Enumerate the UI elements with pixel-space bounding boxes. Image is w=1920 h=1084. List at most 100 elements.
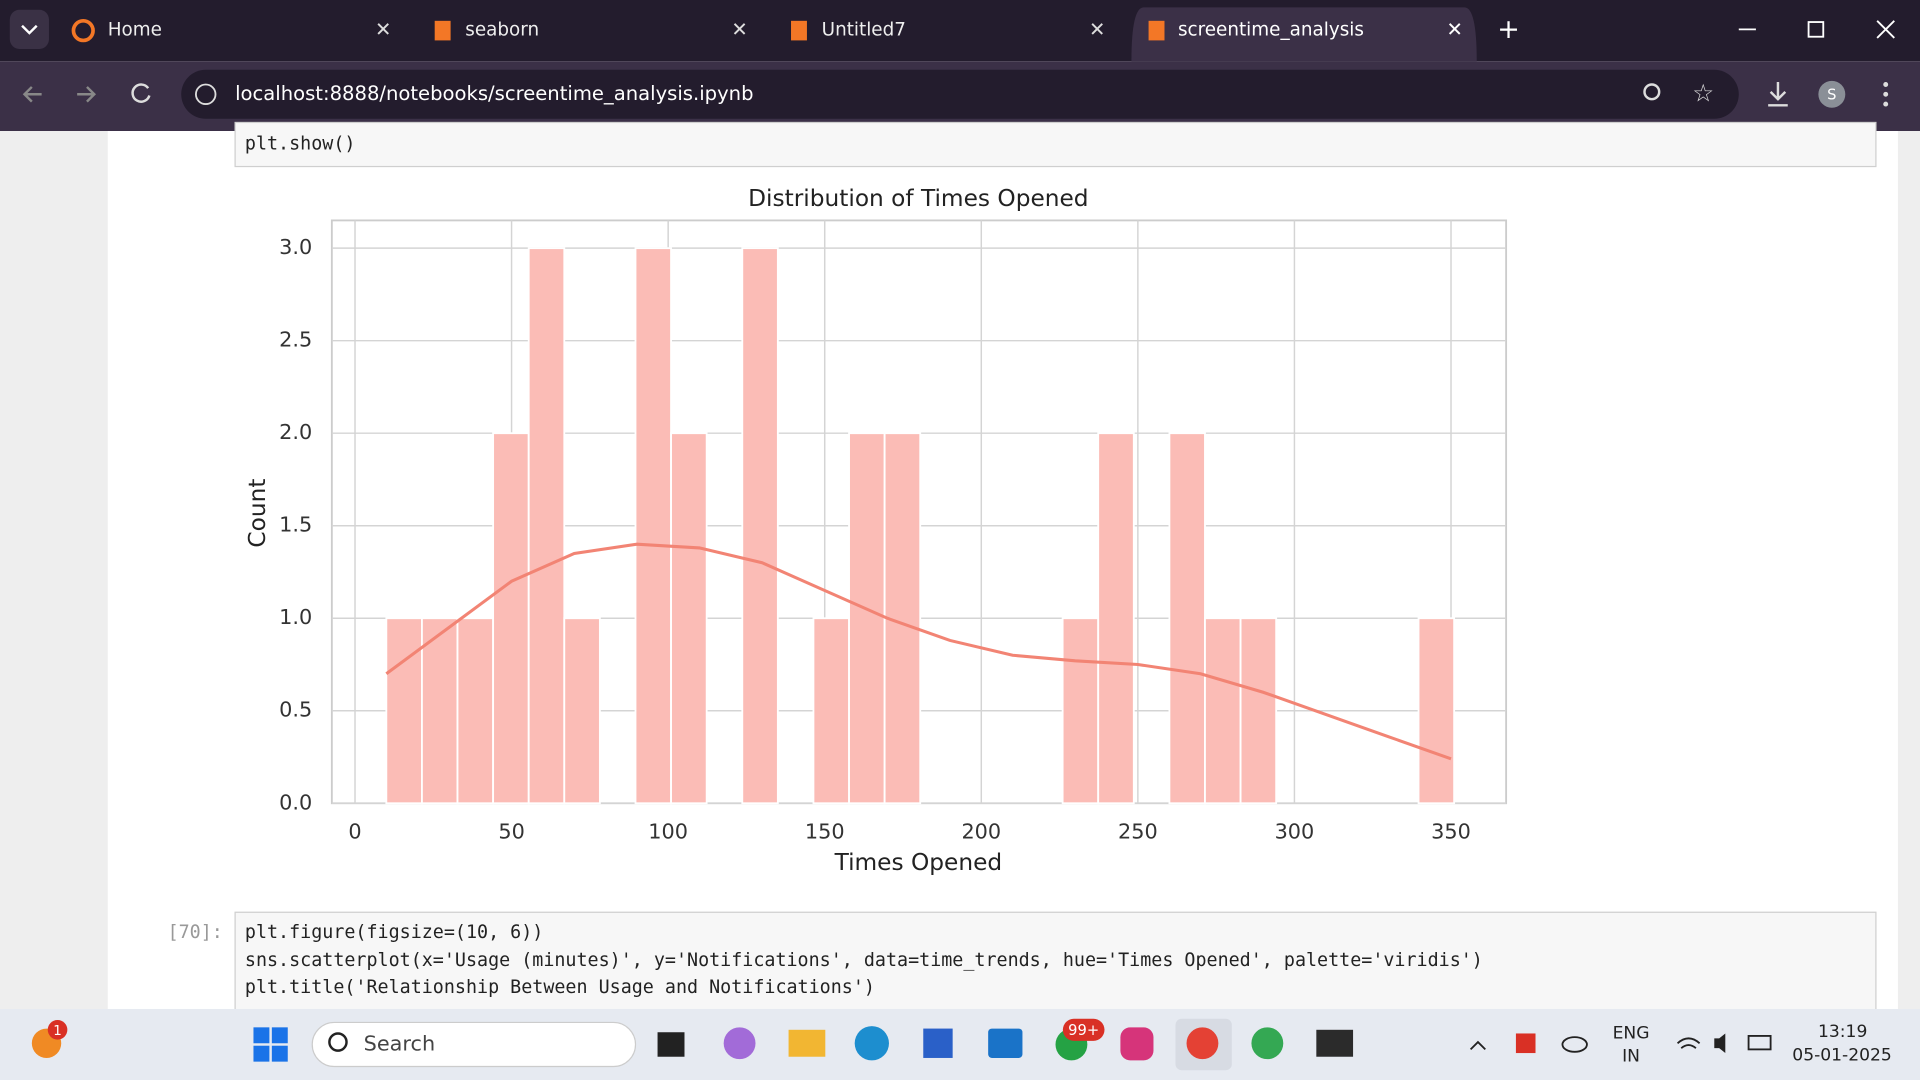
badge: [47, 1020, 68, 1040]
zoom[interactable]: [1643, 83, 1661, 101]
y-tick-label: 1.0: [279, 605, 312, 629]
icon: [791, 20, 807, 41]
forward[interactable]: [77, 86, 97, 103]
bar: [1417, 617, 1456, 805]
active-tab[interactable]: [1131, 7, 1477, 62]
code-cell[interactable]: [234, 121, 1877, 168]
bar: [1204, 617, 1242, 805]
tab-close[interactable]: ✕: [1446, 18, 1462, 41]
tray-icon[interactable]: [1561, 1036, 1588, 1053]
address-bar[interactable]: [181, 69, 1739, 119]
menu[interactable]: [1883, 82, 1889, 107]
x-tick-label: 250: [1118, 820, 1158, 844]
app-icon[interactable]: [1120, 1027, 1154, 1061]
language-region[interactable]: IN: [1622, 1047, 1640, 1067]
start-button[interactable]: [253, 1027, 288, 1062]
bar: [1061, 617, 1100, 805]
tray-expand[interactable]: [1469, 1040, 1486, 1051]
icon: [1148, 20, 1165, 41]
code-line: plt.title('Relationship Between Usage an…: [245, 977, 875, 998]
chart-title: Distribution of Times Opened: [748, 185, 1088, 212]
profile-initial: S: [1827, 87, 1836, 104]
app-icon[interactable]: [788, 1029, 826, 1057]
bar: [634, 247, 672, 805]
tab-strip: [0, 0, 1920, 62]
y-tick-label: 0.5: [279, 698, 312, 722]
language[interactable]: ENG: [1613, 1023, 1650, 1043]
back[interactable]: [22, 86, 42, 103]
url[interactable]: localhost:8888/notebooks/screentime_anal…: [235, 82, 753, 105]
downloads[interactable]: [1768, 82, 1788, 107]
battery[interactable]: [1747, 1035, 1772, 1051]
clock-date[interactable]: 05-01-2025: [1792, 1046, 1892, 1066]
tab-close[interactable]: ✕: [1089, 18, 1105, 41]
clock-time[interactable]: 13:19: [1818, 1022, 1867, 1042]
app-icon[interactable]: [1251, 1027, 1284, 1060]
tab-title[interactable]: screentime_analysis: [1178, 20, 1364, 41]
bar: [563, 617, 601, 805]
tab-close[interactable]: ✕: [731, 18, 747, 41]
x-tick-label: 300: [1275, 820, 1315, 844]
wifi[interactable]: [1676, 1037, 1701, 1049]
app-icon[interactable]: [1316, 1029, 1354, 1057]
tray-icon[interactable]: [1515, 1033, 1536, 1054]
search-box[interactable]: [311, 1021, 637, 1068]
y-tick-label: 3.0: [279, 235, 312, 259]
y-tick-label: 2.0: [279, 420, 312, 444]
bar: [492, 432, 530, 805]
close-window[interactable]: [1876, 20, 1895, 39]
search-label: Search: [364, 1031, 435, 1055]
x-tick-label: 200: [961, 820, 1001, 844]
tab-close[interactable]: ✕: [375, 18, 391, 41]
code-line: plt.figure(figsize=(10, 6)): [245, 922, 543, 943]
y-tick-label: 0.0: [279, 790, 312, 814]
chart: 0.0 0.5 1.0 1.5 2.0 2.5 3.0 0 50 100 150 200 250 300 3…: [244, 185, 1508, 876]
cell-prompt: [70]:: [168, 922, 223, 943]
bar: [1168, 432, 1206, 805]
app-icon: [1186, 1027, 1219, 1060]
badge-text: 99+: [1068, 1022, 1099, 1039]
new-tab[interactable]: +: [1497, 14, 1520, 45]
bar: [812, 617, 850, 805]
y-tick-label: 2.5: [279, 328, 312, 352]
x-tick-label: 0: [348, 820, 361, 844]
taskbar: [0, 1008, 1920, 1080]
app-icon[interactable]: [723, 1027, 756, 1060]
app-icon[interactable]: [923, 1028, 953, 1058]
x-tick-label: 150: [805, 820, 845, 844]
tab-title[interactable]: Home: [108, 20, 162, 41]
bar: [741, 247, 779, 805]
tab-title[interactable]: seaborn: [465, 20, 539, 41]
tab-menu[interactable]: [9, 9, 49, 49]
icon: [434, 20, 451, 41]
bar: [1239, 617, 1278, 805]
bar: [527, 247, 566, 805]
bar: [670, 432, 708, 805]
badge: [1062, 1018, 1105, 1041]
tab-title[interactable]: Untitled7: [822, 20, 906, 41]
x-tick-label: 100: [648, 820, 688, 844]
icon: [71, 18, 95, 43]
reload[interactable]: [131, 83, 151, 103]
code-line: plt.show(): [245, 133, 356, 154]
bar: [456, 617, 495, 805]
app-icon[interactable]: [657, 1032, 685, 1057]
restore[interactable]: [1807, 21, 1825, 38]
y-tick-label: 1.5: [279, 513, 312, 537]
profile[interactable]: [1818, 80, 1846, 108]
badge-text: 1: [53, 1024, 62, 1039]
kde-line: [385, 542, 1452, 761]
x-axis-label: Times Opened: [834, 849, 1003, 876]
code-cell[interactable]: [234, 911, 1877, 1024]
bar: [848, 432, 886, 805]
app-icon[interactable]: [988, 1028, 1023, 1058]
bar: [1097, 432, 1135, 805]
icon: [21, 24, 38, 35]
bar: [385, 617, 423, 805]
y-axis-label: Count: [244, 479, 271, 548]
x-tick-label: 50: [498, 820, 524, 844]
site-info[interactable]: [195, 83, 217, 105]
bookmark[interactable]: ☆: [1692, 78, 1714, 107]
app-icon[interactable]: [854, 1026, 889, 1061]
